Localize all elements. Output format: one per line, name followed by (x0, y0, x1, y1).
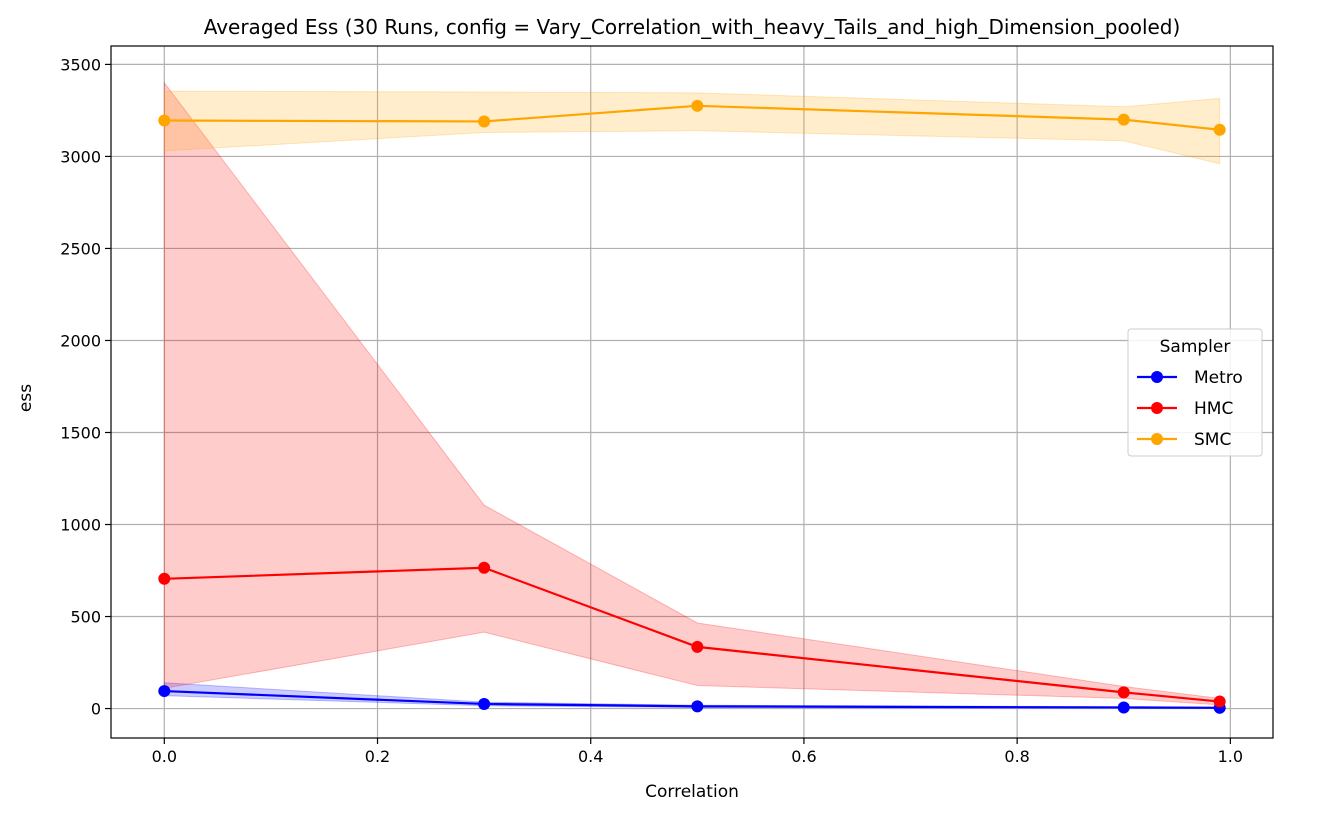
y-tick-label: 1500 (60, 423, 101, 442)
hmc-point (691, 640, 704, 653)
legend-label-metro: Metro (1194, 368, 1243, 388)
chart-title: Averaged Ess (30 Runs, config = Vary_Cor… (204, 15, 1181, 39)
y-tick-label: 2000 (60, 331, 101, 350)
legend-title: Sampler (1160, 337, 1231, 357)
y-tick-label: 2500 (60, 239, 101, 258)
metro-point (691, 700, 704, 713)
metro-point (1117, 701, 1130, 714)
legend-label-hmc: HMC (1194, 399, 1233, 419)
y-tick-label: 3500 (60, 55, 101, 74)
smc-point (691, 99, 704, 112)
axis-ticks: 0.0 0.2 0.4 0.6 0.8 1.0 0 500 1000 1500 2000 2500 30… (60, 55, 1243, 766)
x-tick-label: 0.0 (152, 747, 177, 766)
legend-marker-metro (1151, 371, 1163, 383)
y-tick-label: 0 (91, 700, 101, 719)
y-tick-label: 1000 (60, 516, 101, 535)
hmc-point (1117, 686, 1130, 699)
hmc-band (163, 81, 1221, 706)
hmc-point (1213, 695, 1226, 708)
x-tick-label: 0.4 (578, 747, 603, 766)
hmc-point (478, 561, 491, 574)
y-tick-label: 3000 (60, 147, 101, 166)
x-tick-label: 0.2 (365, 747, 390, 766)
hmc-point (158, 572, 171, 585)
legend: Sampler Metro HMC SMC (1127, 328, 1263, 457)
y-axis-label: ess (16, 384, 36, 412)
x-tick-label: 1.0 (1218, 747, 1243, 766)
x-axis-label: Correlation (645, 782, 739, 802)
series-points (158, 99, 1226, 714)
plot-frame (110, 45, 1274, 739)
legend-items: Metro HMC SMC (1137, 368, 1243, 450)
smc-point (1213, 123, 1226, 136)
smc-point (1117, 113, 1130, 126)
smc-point (478, 115, 491, 128)
legend-marker-smc (1151, 433, 1163, 445)
x-tick-label: 0.8 (1004, 747, 1029, 766)
legend-marker-hmc (1151, 402, 1163, 414)
smc-point (158, 114, 171, 127)
legend-label-smc: SMC (1194, 430, 1231, 450)
x-tick-label: 0.6 (791, 747, 816, 766)
smc-band (163, 90, 1221, 165)
legend-box (1127, 328, 1263, 457)
confidence-bands (163, 81, 1221, 709)
metro-point (478, 697, 491, 710)
metro-point (158, 685, 171, 698)
y-tick-label: 500 (70, 608, 101, 627)
